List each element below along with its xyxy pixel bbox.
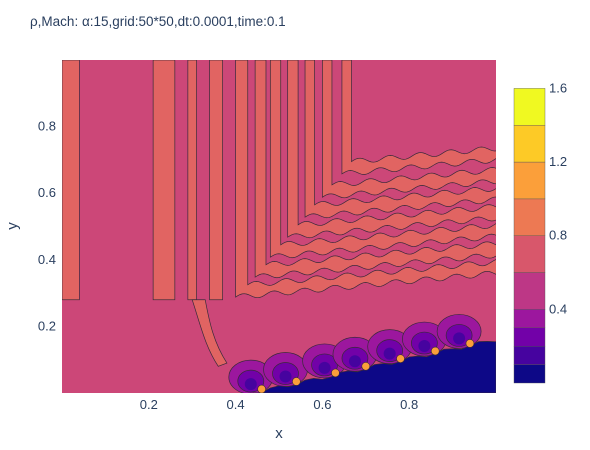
contour-band [209,60,223,301]
contour-bubble [318,361,331,374]
colorbar-segment [513,88,546,126]
contour-hot-spot [465,339,475,348]
x-tick-label: 0.2 [140,397,158,412]
colorbar: 0.4 0.8 1.2 1.6 [513,80,567,384]
colorbar-segment [513,364,546,384]
colorbar-segment [513,161,546,200]
contour-strip [304,60,496,219]
contour-bubble [244,378,257,391]
contour-bubble [279,370,292,383]
contour-hot-spot [292,377,301,386]
contour-hot-spot [430,346,440,356]
y-tick-label: 0.2 [38,318,56,333]
colorbar-segment [513,235,546,273]
contour-strip [254,60,496,279]
contour-hot-spot [361,361,371,371]
colorbar-segment [513,272,546,310]
colorbar-tick-label: 0.4 [549,301,567,316]
contour-band [62,60,80,301]
colorbar-segment [513,309,546,328]
colorbar-segment [513,345,546,365]
colorbar-tick-label: 1.6 [549,80,567,95]
contour-band [152,60,176,301]
axes: 0.2 0.4 0.6 0.8 0.2 0.4 0.6 0.8 [38,119,418,412]
colorbar-segment [513,198,546,236]
colorbar-tick-label: 1.2 [549,154,567,169]
contour-bubble [418,340,431,353]
colorbar-segment [513,125,546,163]
chart-title: ρ,Mach: α:15,grid:50*50,dt:0.0001,time:0… [30,14,286,29]
y-tick-label: 0.6 [38,185,56,200]
contour-strip [287,60,496,239]
x-tick-label: 0.4 [227,397,245,412]
contour-curve [191,299,228,367]
contour-hot-spot [331,368,340,378]
contour-bubble [383,347,396,360]
contour-strip [235,60,496,299]
contour-plot-area[interactable] [62,60,505,394]
contour-bubble [453,332,466,345]
colorbar-segment [513,327,546,347]
contour-hot-spot [396,354,405,363]
y-tick-label: 0.8 [38,119,56,134]
x-tick-label: 0.8 [400,397,418,412]
x-tick-label: 0.6 [313,397,331,412]
contour-strip [341,60,496,175]
contour-hot-spot [257,384,266,393]
y-tick-label: 0.4 [38,252,56,267]
y-axis-title: y [4,222,21,230]
x-axis-title: x [275,425,283,442]
colorbar-tick-label: 0.8 [549,228,567,243]
contour-strip [269,60,496,259]
contour-strip [322,60,496,199]
contour-band [187,60,197,301]
contour-bubble [348,355,361,368]
